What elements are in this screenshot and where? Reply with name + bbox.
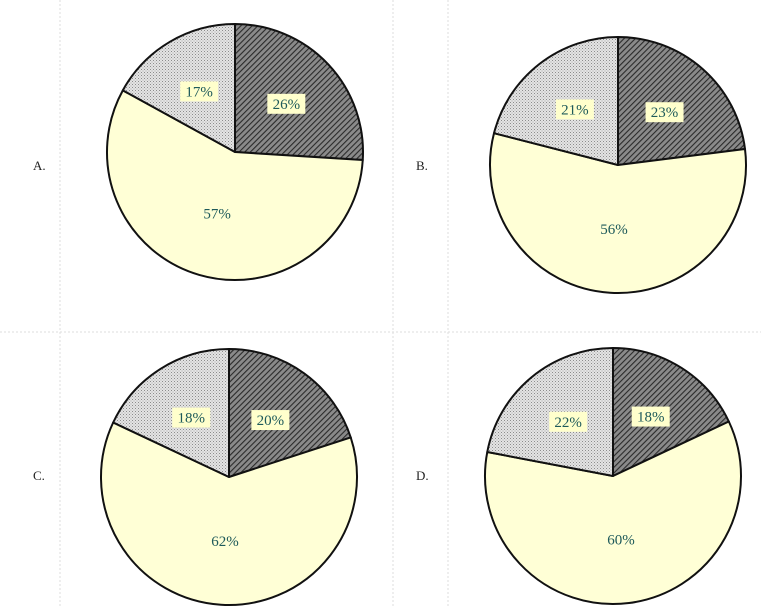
data-label-bg	[172, 407, 211, 428]
data-label: 21%	[561, 102, 589, 118]
pie-chart-c: C. 20% 62% 18%	[33, 348, 358, 606]
data-label-bg	[645, 102, 684, 123]
data-label-bg	[180, 81, 219, 102]
option-label: D.	[416, 468, 429, 483]
data-label: 17%	[185, 84, 213, 100]
pie-charts: A. 26% 57% 17% B. 23% 56% 21% C. 20% 62% 18% D. 18% 60…	[33, 23, 747, 606]
pie-slice-yellow	[100, 421, 358, 606]
pie-slice-light	[121, 23, 236, 153]
data-label-bg	[549, 411, 588, 432]
pie-slice-light	[112, 348, 230, 478]
data-label: 23%	[651, 105, 679, 121]
data-label-bg	[267, 93, 306, 114]
option-label: A.	[33, 158, 46, 173]
pie-slice-dark	[612, 347, 730, 477]
pie-chart-b: B. 23% 56% 21%	[416, 36, 747, 294]
option-label: B.	[416, 158, 428, 173]
data-label-bg	[631, 406, 670, 427]
data-label: 18%	[637, 410, 665, 426]
data-label: 56%	[600, 222, 628, 238]
pie-chart-a: A. 26% 57% 17%	[33, 23, 364, 281]
pie-chart-d: D. 18% 60% 22%	[416, 347, 742, 605]
data-label: 22%	[554, 415, 582, 431]
data-label: 20%	[257, 413, 285, 429]
pie-slice-yellow	[489, 132, 747, 294]
option-label: C.	[33, 468, 45, 483]
data-label-bg	[555, 99, 594, 120]
pie-slice-yellow	[106, 89, 364, 281]
pie-slice-dark	[228, 348, 352, 478]
data-label-bg	[251, 410, 290, 431]
data-label: 57%	[203, 206, 231, 222]
data-label: 18%	[178, 411, 206, 427]
pie-slice-yellow	[484, 420, 742, 605]
data-label: 60%	[607, 532, 635, 548]
data-label: 62%	[211, 534, 239, 550]
pie-slice-dark	[617, 36, 746, 166]
pie-slice-dark	[234, 23, 364, 162]
data-label: 26%	[273, 97, 301, 113]
